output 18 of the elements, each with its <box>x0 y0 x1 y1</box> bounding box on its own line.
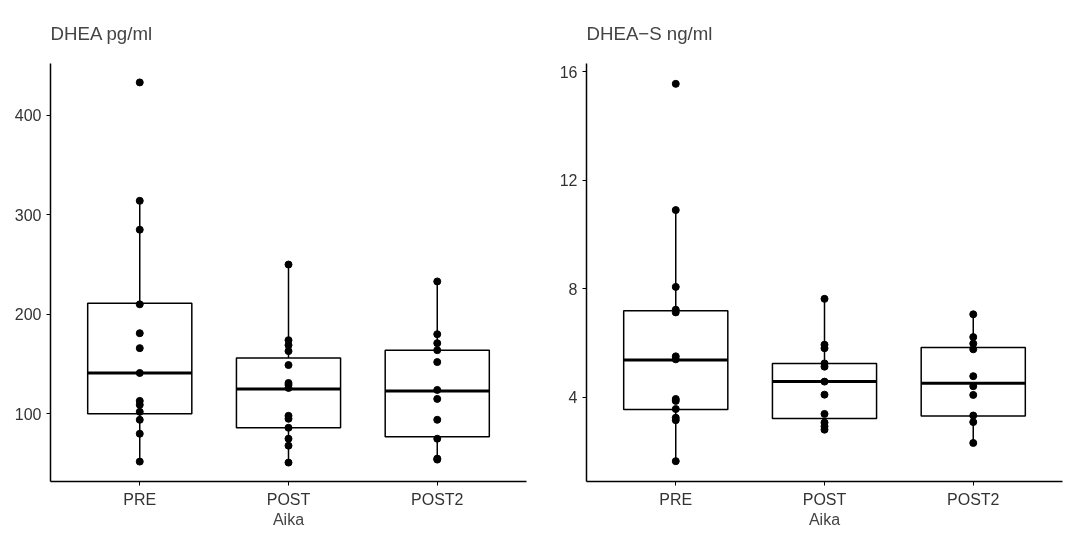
x-axis-title: Aika <box>272 510 305 528</box>
x-tick-label: POST2 <box>411 490 464 508</box>
chart-title: DHEA−S ng/ml <box>586 22 713 44</box>
y-tick-label: 16 <box>559 63 578 81</box>
y-tick-label: 12 <box>559 172 578 190</box>
y-tick-label: 400 <box>14 107 42 125</box>
chart-title: DHEA pg/ml <box>50 22 153 44</box>
x-tick-label: POST <box>266 490 311 508</box>
y-tick-label: 4 <box>568 389 578 407</box>
x-tick-label: PRE <box>123 490 157 508</box>
x-tick-label: PRE <box>659 490 693 508</box>
y-tick-label: 200 <box>14 306 42 324</box>
x-tick-label: POST <box>802 490 847 508</box>
y-tick-label: 8 <box>568 280 578 298</box>
x-axis-title: Aika <box>808 510 841 528</box>
x-tick-label: POST2 <box>947 490 1000 508</box>
y-tick-label: 300 <box>14 206 42 224</box>
y-tick-label: 100 <box>14 405 42 423</box>
